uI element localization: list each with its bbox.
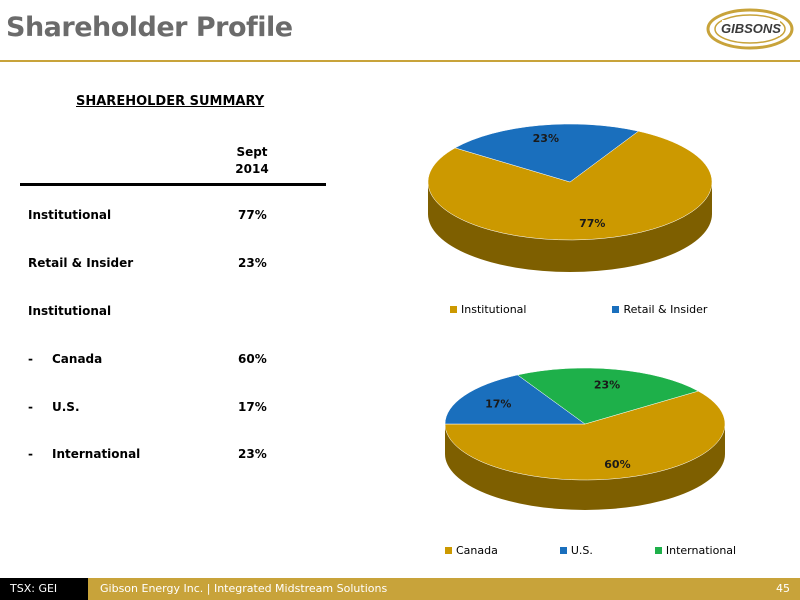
- legend-swatch: [445, 547, 452, 554]
- pie-data-label: 77%: [579, 217, 605, 230]
- table-row: - International 23%: [28, 447, 328, 465]
- legend-swatch: [559, 547, 567, 554]
- table-row: - U.S. 17%: [28, 400, 328, 418]
- pie-data-label: 23%: [594, 379, 620, 392]
- pie-data-label: 60%: [604, 458, 630, 471]
- table-row: - Canada 60%: [28, 352, 328, 370]
- row-label: Retail & Insider: [28, 256, 134, 270]
- row-value: 77%: [238, 208, 267, 222]
- pie-slice-side: [445, 424, 725, 510]
- row-value: 23%: [238, 256, 267, 270]
- legend-swatch: [654, 547, 662, 554]
- row-value: 60%: [238, 352, 267, 366]
- row-label: U.S.: [52, 400, 80, 414]
- institutional-pie-chart: 60% 17% 23%: [444, 367, 726, 510]
- footer-company: Gibson Energy Inc. | Integrated Midstrea…: [100, 582, 388, 595]
- footer-ticker: TSX: GEI: [0, 578, 88, 600]
- column-header: Sept 2014: [222, 144, 282, 178]
- row-label: Institutional: [28, 208, 112, 222]
- row-bullet: -: [28, 400, 33, 414]
- logo-text: GIBSONS: [721, 21, 781, 36]
- row-bullet: -: [28, 352, 33, 366]
- title-divider: [0, 60, 800, 62]
- legend-swatch: [450, 306, 457, 313]
- column-header-month: Sept: [236, 145, 268, 159]
- pie-slice-institutional: [427, 130, 713, 241]
- pie-slice-retail-insider: [454, 123, 639, 183]
- legend-label: Canada: [456, 544, 498, 557]
- footer-bar: TSX: GEI Gibson Energy Inc. | Integrated…: [0, 578, 800, 600]
- legend-label: International: [665, 544, 737, 557]
- legend-label: U.S.: [570, 544, 593, 557]
- ownership-pie-chart: 77% 23%: [427, 123, 713, 272]
- pie-slice-international: [516, 367, 699, 425]
- legend-label: Retail & Insider: [623, 303, 708, 316]
- pie-slice-canada: [444, 390, 726, 481]
- row-value: 17%: [238, 400, 267, 414]
- pie-slice-u-s: [444, 374, 586, 425]
- legend-swatch: [612, 306, 620, 313]
- page-title: Shareholder Profile: [6, 12, 293, 43]
- header-divider: [20, 183, 326, 186]
- ownership-legend: Institutional Retail & Insider: [450, 303, 707, 316]
- row-label: Canada: [52, 352, 103, 366]
- row-label: Institutional: [28, 304, 112, 318]
- row-value: 23%: [238, 447, 267, 461]
- institutional-legend: Canada U.S. International: [445, 544, 736, 557]
- table-row: Institutional: [28, 304, 328, 322]
- gibsons-logo: GIBSONS: [706, 8, 794, 50]
- table-row: Institutional 77%: [28, 208, 328, 226]
- summary-title: SHAREHOLDER SUMMARY: [76, 94, 265, 109]
- column-header-year: 2014: [235, 162, 269, 176]
- legend-label: Institutional: [461, 303, 527, 316]
- row-bullet: -: [28, 447, 33, 461]
- table-row: Retail & Insider 23%: [28, 256, 328, 274]
- row-label: International: [52, 447, 141, 461]
- pie-data-label: 23%: [533, 132, 559, 145]
- pie-data-label: 17%: [485, 397, 511, 410]
- pie-slice-side: [428, 182, 712, 272]
- page-number: 45: [776, 582, 790, 595]
